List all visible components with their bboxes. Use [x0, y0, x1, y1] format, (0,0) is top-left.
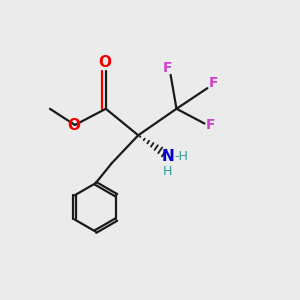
Text: F: F: [162, 61, 172, 75]
Text: O: O: [67, 118, 80, 133]
Text: F: F: [206, 118, 216, 132]
Text: F: F: [209, 76, 219, 90]
Text: O: O: [99, 55, 112, 70]
Text: N: N: [161, 149, 174, 164]
Text: H: H: [163, 165, 172, 178]
Text: -H: -H: [175, 150, 188, 163]
